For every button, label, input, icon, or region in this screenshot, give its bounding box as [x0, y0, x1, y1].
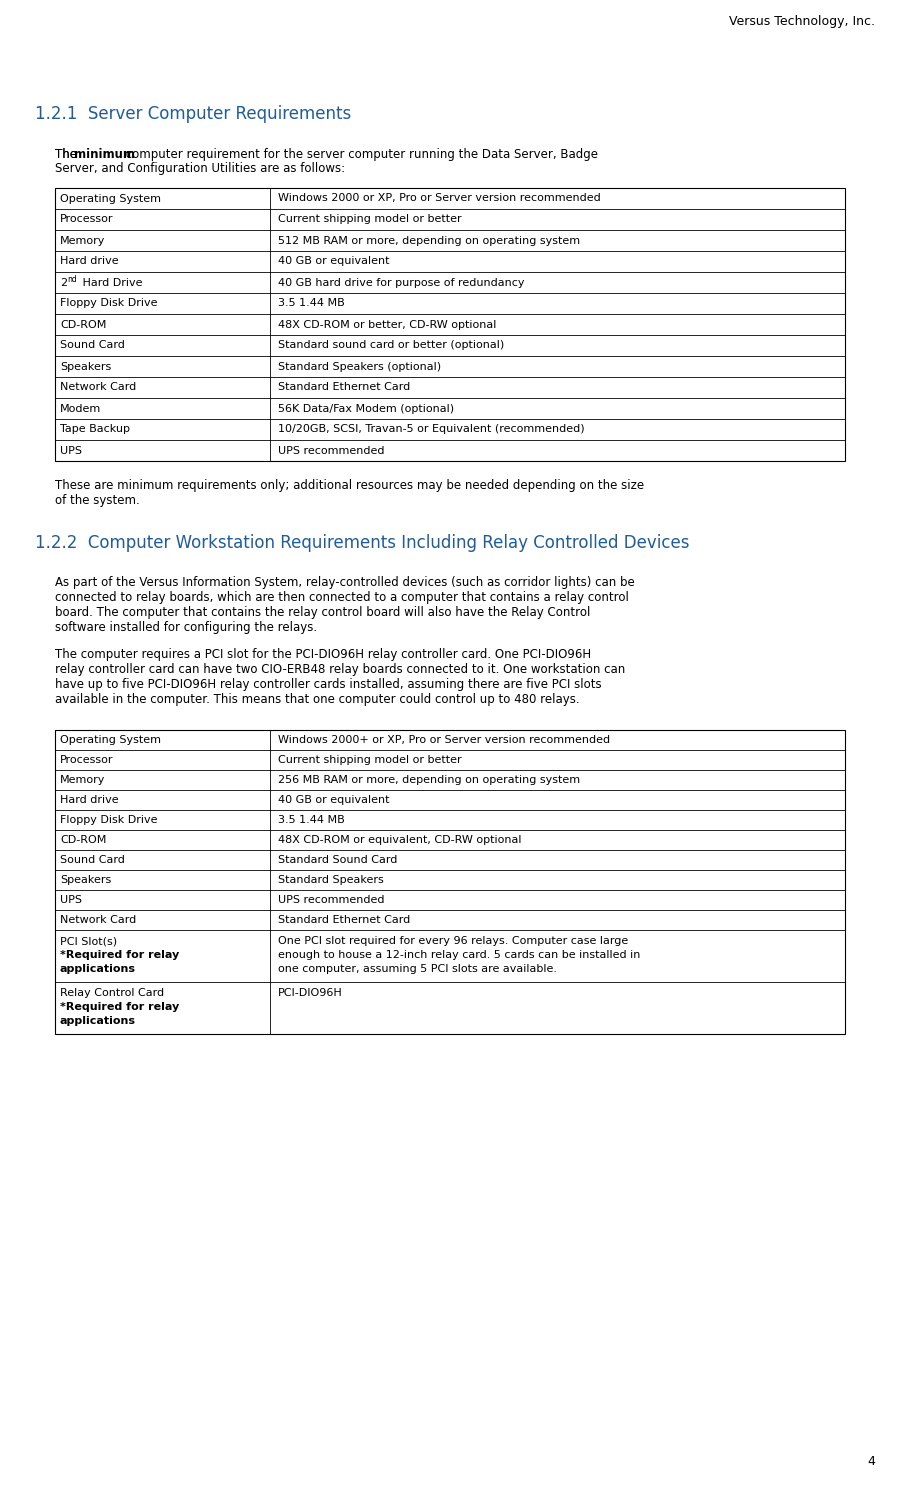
Text: Standard Ethernet Card: Standard Ethernet Card [278, 915, 410, 924]
Text: Windows 2000+ or XP, Pro or Server version recommended: Windows 2000+ or XP, Pro or Server versi… [278, 736, 610, 744]
Text: Versus Technology, Inc.: Versus Technology, Inc. [729, 15, 875, 28]
Text: *Required for relay: *Required for relay [60, 1002, 179, 1012]
Text: available in the computer. This means that one computer could control up to 480 : available in the computer. This means th… [55, 692, 579, 706]
Text: Speakers: Speakers [60, 875, 111, 886]
Text: Standard Speakers: Standard Speakers [278, 875, 384, 886]
Text: Tape Backup: Tape Backup [60, 425, 130, 434]
Text: 2: 2 [60, 278, 67, 287]
Text: 40 GB hard drive for purpose of redundancy: 40 GB hard drive for purpose of redundan… [278, 278, 525, 287]
Text: Speakers: Speakers [60, 361, 111, 372]
Text: Hard drive: Hard drive [60, 257, 118, 266]
Text: computer requirement for the server computer running the Data Server, Badge: computer requirement for the server comp… [122, 149, 598, 160]
Text: PCI-DIO96H: PCI-DIO96H [278, 988, 343, 999]
Text: Floppy Disk Drive: Floppy Disk Drive [60, 814, 158, 825]
Text: Server, and Configuration Utilities are as follows:: Server, and Configuration Utilities are … [55, 162, 345, 175]
Text: PCI Slot(s): PCI Slot(s) [60, 936, 118, 947]
Text: Standard Sound Card: Standard Sound Card [278, 854, 397, 865]
Text: These are minimum requirements only; additional resources may be needed dependin: These are minimum requirements only; add… [55, 478, 644, 492]
Text: software installed for configuring the relays.: software installed for configuring the r… [55, 621, 318, 635]
Text: UPS: UPS [60, 446, 82, 456]
Text: The: The [55, 149, 81, 160]
Text: Network Card: Network Card [60, 915, 136, 924]
Text: Memory: Memory [60, 776, 105, 785]
Text: 4: 4 [867, 1455, 875, 1468]
Text: 1.2.2  Computer Workstation Requirements Including Relay Controlled Devices: 1.2.2 Computer Workstation Requirements … [35, 533, 690, 551]
Text: Hard drive: Hard drive [60, 795, 118, 805]
Text: Floppy Disk Drive: Floppy Disk Drive [60, 299, 158, 309]
Text: 10/20GB, SCSI, Travan-5 or Equivalent (recommended): 10/20GB, SCSI, Travan-5 or Equivalent (r… [278, 425, 585, 434]
Text: 512 MB RAM or more, depending on operating system: 512 MB RAM or more, depending on operati… [278, 235, 580, 245]
Text: board. The computer that contains the relay control board will also have the Rel: board. The computer that contains the re… [55, 606, 590, 620]
Text: Memory: Memory [60, 235, 105, 245]
Text: *Required for relay: *Required for relay [60, 950, 179, 960]
Text: Operating System: Operating System [60, 736, 161, 744]
Text: enough to house a 12-inch relay card. 5 cards can be installed in: enough to house a 12-inch relay card. 5 … [278, 950, 640, 960]
Bar [55, 189, 845, 461]
Bar [55, 730, 845, 1034]
Text: 56K Data/Fax Modem (optional): 56K Data/Fax Modem (optional) [278, 404, 454, 413]
Text: 3.5 1.44 MB: 3.5 1.44 MB [278, 299, 344, 309]
Text: UPS: UPS [60, 895, 82, 905]
Text: The computer requires a PCI slot for the PCI-DIO96H relay controller card. One P: The computer requires a PCI slot for the… [55, 648, 591, 661]
Text: CD-ROM: CD-ROM [60, 835, 107, 846]
Bar [55, 189, 845, 461]
Text: applications: applications [60, 1016, 136, 1025]
Text: 40 GB or equivalent: 40 GB or equivalent [278, 795, 389, 805]
Text: Modem: Modem [60, 404, 101, 413]
Text: 48X CD-ROM or equivalent, CD-RW optional: 48X CD-ROM or equivalent, CD-RW optional [278, 835, 521, 846]
Text: Standard sound card or better (optional): Standard sound card or better (optional) [278, 340, 504, 351]
Text: of the system.: of the system. [55, 493, 140, 507]
Text: have up to five PCI-DIO96H relay controller cards installed, assuming there are : have up to five PCI-DIO96H relay control… [55, 678, 602, 691]
Text: 40 GB or equivalent: 40 GB or equivalent [278, 257, 389, 266]
Text: 1.2.1  Server Computer Requirements: 1.2.1 Server Computer Requirements [35, 106, 352, 123]
Text: Processor: Processor [60, 755, 114, 765]
Text: Windows 2000 or XP, Pro or Server version recommended: Windows 2000 or XP, Pro or Server versio… [278, 193, 601, 204]
Text: Standard Ethernet Card: Standard Ethernet Card [278, 382, 410, 392]
Text: Sound Card: Sound Card [60, 340, 125, 351]
Text: Operating System: Operating System [60, 193, 161, 204]
Text: Hard Drive: Hard Drive [79, 278, 143, 287]
Text: minimum: minimum [74, 149, 135, 160]
Text: CD-ROM: CD-ROM [60, 319, 107, 330]
Text: 3.5 1.44 MB: 3.5 1.44 MB [278, 814, 344, 825]
Text: The: The [55, 149, 81, 160]
Text: applications: applications [60, 964, 136, 973]
Text: connected to relay boards, which are then connected to a computer that contains : connected to relay boards, which are the… [55, 591, 629, 603]
Text: UPS recommended: UPS recommended [278, 895, 385, 905]
Text: One PCI slot required for every 96 relays. Computer case large: One PCI slot required for every 96 relay… [278, 936, 628, 947]
Text: Current shipping model or better: Current shipping model or better [278, 214, 462, 224]
Text: Network Card: Network Card [60, 382, 136, 392]
Text: As part of the Versus Information System, relay-controlled devices (such as corr: As part of the Versus Information System… [55, 577, 635, 588]
Text: Processor: Processor [60, 214, 114, 224]
Text: Relay Control Card: Relay Control Card [60, 988, 164, 999]
Text: 256 MB RAM or more, depending on operating system: 256 MB RAM or more, depending on operati… [278, 776, 580, 785]
Text: Sound Card: Sound Card [60, 854, 125, 865]
Text: 48X CD-ROM or better, CD-RW optional: 48X CD-ROM or better, CD-RW optional [278, 319, 496, 330]
Text: one computer, assuming 5 PCI slots are available.: one computer, assuming 5 PCI slots are a… [278, 964, 557, 973]
Text: relay controller card can have two CIO-ERB48 relay boards connected to it. One w: relay controller card can have two CIO-E… [55, 663, 625, 676]
Text: nd: nd [67, 275, 77, 284]
Text: Standard Speakers (optional): Standard Speakers (optional) [278, 361, 441, 372]
Text: Current shipping model or better: Current shipping model or better [278, 755, 462, 765]
Text: UPS recommended: UPS recommended [278, 446, 385, 456]
